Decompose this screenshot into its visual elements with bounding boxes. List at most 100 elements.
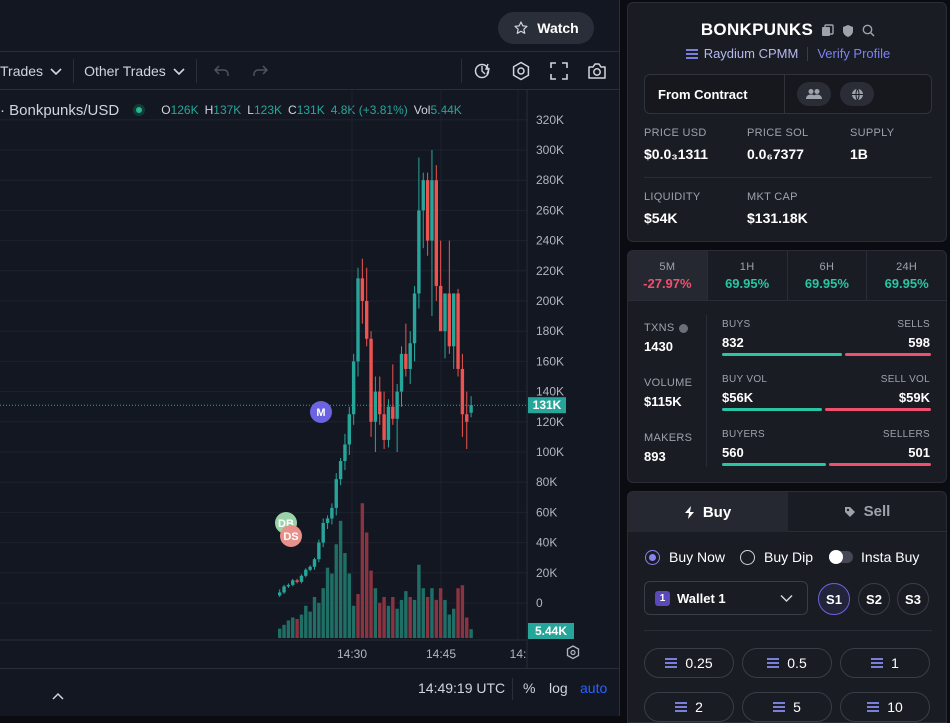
redo-icon	[253, 64, 268, 76]
slot-s2[interactable]: S2	[858, 583, 890, 615]
candle-body	[282, 586, 286, 593]
solana-icon	[867, 702, 880, 712]
candle-body	[404, 353, 408, 369]
amount-label: 0.25	[685, 655, 713, 671]
chevron-down-icon	[780, 594, 793, 603]
amount-button[interactable]: 2	[644, 692, 734, 722]
screenshot-button[interactable]	[586, 60, 608, 82]
star-icon	[514, 21, 528, 34]
undo-button[interactable]	[211, 60, 233, 82]
percent-toggle[interactable]: %	[523, 680, 536, 696]
candle-body	[325, 518, 330, 523]
from-contract-label[interactable]: From Contract	[658, 87, 748, 102]
candle-body	[465, 414, 469, 422]
amount-button[interactable]: 1	[840, 648, 930, 678]
stat-liquidity: LIQUIDITY $54K	[644, 191, 701, 226]
sell-tab[interactable]: Sell	[788, 492, 946, 532]
candle-body	[365, 301, 369, 339]
auto-toggle[interactable]: auto	[580, 680, 608, 696]
shield-icon[interactable]	[842, 24, 854, 37]
utc-time[interactable]: 14:49:19 UTC	[418, 680, 506, 696]
volume-bar	[438, 588, 443, 638]
radio-selected	[645, 549, 660, 565]
website-button[interactable]	[840, 82, 874, 106]
amount-label: 2	[695, 699, 703, 715]
candle-body	[434, 180, 438, 286]
candle-body	[304, 569, 308, 576]
copy-icon[interactable]	[821, 23, 834, 37]
volume-bar	[408, 596, 412, 638]
chevron-up-icon[interactable]	[51, 691, 65, 701]
axis-settings-icon[interactable]	[566, 645, 580, 660]
stat-value: $54K	[644, 210, 678, 226]
sell-vol-bar	[825, 408, 931, 411]
volume-badge-label: 5.44K	[535, 624, 567, 638]
candle-body	[308, 566, 312, 570]
price-tick-label: 0	[536, 596, 543, 610]
search-icon[interactable]	[862, 24, 875, 37]
slot-s3[interactable]: S3	[897, 583, 929, 615]
wallet-select[interactable]: 1 Wallet 1	[644, 581, 808, 615]
chart-toolbar: Trades Other Trades	[0, 52, 620, 90]
toolbar-divider	[195, 58, 197, 83]
fullscreen-button[interactable]	[548, 60, 570, 82]
verify-profile-link[interactable]: Verify Profile	[817, 46, 891, 61]
candle-body	[317, 542, 321, 560]
other-trades-dropdown[interactable]: Other Trades	[84, 63, 186, 79]
dex-row: Raydium CPMM Verify Profile	[628, 46, 948, 61]
amount-button[interactable]: 10	[840, 692, 930, 722]
time-tick-label: 14:30	[337, 647, 367, 661]
timeframe-6h[interactable]: 6H 69.95%	[786, 251, 867, 300]
token-title-row: BONKPUNKS	[628, 20, 948, 40]
volume-badge	[528, 623, 574, 639]
candle-body	[399, 353, 404, 392]
amount-button[interactable]: 0.5	[742, 648, 832, 678]
candle-body	[286, 584, 291, 587]
community-button[interactable]	[797, 82, 831, 106]
solana-icon	[767, 658, 780, 668]
slot-s1[interactable]: S1	[818, 583, 850, 615]
amount-button[interactable]: 0.25	[644, 648, 734, 678]
candle-body	[382, 414, 386, 440]
candle-body	[443, 293, 447, 332]
axis-settings-hex	[566, 645, 580, 660]
buy-dip-option[interactable]: Buy Dip	[740, 549, 813, 565]
trade-marker[interactable]	[310, 401, 332, 423]
volume-bar	[304, 605, 308, 638]
volume-bar	[299, 614, 304, 638]
settings-icon	[512, 61, 529, 80]
timeframe-5m[interactable]: 5M -27.97%	[628, 251, 707, 300]
price-tick-label: 160K	[536, 354, 564, 368]
buys-bar	[722, 353, 842, 356]
redo-button[interactable]	[249, 60, 271, 82]
volume-value: $115K	[644, 394, 682, 409]
trade-marker[interactable]	[280, 525, 302, 547]
chart-legend: · Bonkpunks/USD O 126K H 137K L 123K C 131K …	[0, 100, 468, 120]
volume-bar	[365, 532, 369, 638]
volume-bar	[312, 596, 317, 638]
dex-name: Raydium CPMM	[703, 46, 799, 61]
settings-button[interactable]	[510, 60, 532, 82]
trades-dropdown[interactable]: Trades	[0, 63, 63, 79]
chart-bottombar: 14:49:19 UTC % log auto	[0, 668, 620, 716]
log-toggle[interactable]: log	[549, 680, 568, 696]
timeframe-1h[interactable]: 1H 69.95%	[706, 251, 787, 300]
stat-value: 1B	[850, 146, 868, 162]
indicator-button[interactable]	[472, 60, 494, 82]
candle-body	[278, 592, 282, 596]
volume-bar	[391, 596, 395, 638]
insta-buy-toggle[interactable]: Insta Buy	[829, 549, 919, 565]
buy-tab[interactable]: Buy	[628, 492, 788, 532]
fullscreen-icon	[549, 61, 568, 80]
timeframe-24h[interactable]: 24H 69.95%	[866, 251, 946, 300]
price-tick-label: 100K	[536, 445, 564, 459]
amount-button[interactable]: 5	[742, 692, 832, 722]
stat-label: MKT CAP	[747, 191, 798, 203]
indicator-icon	[474, 63, 490, 78]
solana-icon	[675, 702, 688, 712]
stats-vertical-divider	[706, 315, 707, 467]
open-key: O	[161, 103, 171, 117]
buy-now-option[interactable]: Buy Now	[645, 549, 725, 565]
watch-button[interactable]: Watch	[498, 12, 594, 44]
